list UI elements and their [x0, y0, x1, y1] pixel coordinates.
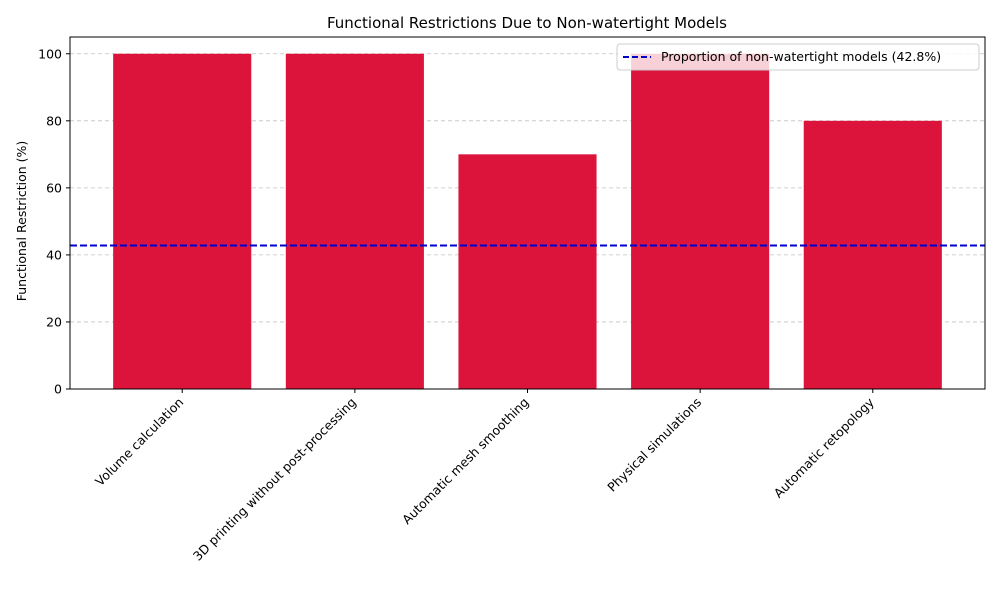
y-tick-label: 20 [46, 314, 62, 329]
bars [113, 53, 942, 390]
legend-frame [616, 43, 980, 71]
y-ticks: 0 20 40 60 80 100 [38, 46, 70, 397]
x-tick-label: Physical simulations [604, 395, 704, 495]
bar [458, 154, 597, 389]
y-tick-label: 0 [54, 382, 62, 397]
y-tick-label: 60 [46, 180, 62, 195]
legend: Proportion of non-watertight models (42.… [616, 43, 980, 71]
x-ticks: Volume calculation 3D printing without po… [92, 389, 877, 564]
y-tick-label: 40 [46, 247, 62, 262]
bar [631, 53, 770, 390]
legend-label: Proportion of non-watertight models (42.… [661, 49, 941, 64]
x-tick-label: 3D printing without post-processing [190, 395, 359, 564]
x-tick-label: Volume calculation [92, 395, 186, 489]
y-axis-title: Functional Restriction (%) [14, 141, 29, 302]
x-tick-label: Automatic mesh smoothing [399, 395, 532, 528]
y-tick-label: 80 [46, 113, 62, 128]
bar [285, 53, 424, 390]
bar [113, 53, 252, 390]
bar [803, 120, 942, 390]
x-tick-label: Automatic retopology [771, 394, 878, 501]
chart-title: Functional Restrictions Due to Non-water… [327, 14, 727, 32]
y-tick-label: 100 [38, 46, 62, 61]
